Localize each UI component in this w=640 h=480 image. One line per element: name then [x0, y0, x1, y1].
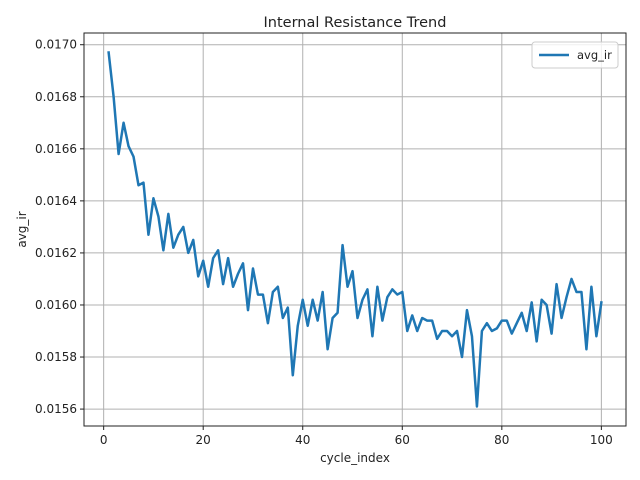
- series-layer: [107, 51, 603, 408]
- x-tick-label: 20: [196, 433, 211, 447]
- y-axis-title: avg_ir: [15, 211, 29, 247]
- x-axis: 0 20 40 60 80 100: [100, 426, 613, 447]
- y-tick-label: 0.0166: [35, 142, 77, 156]
- y-tick-label: 0.0156: [35, 402, 77, 416]
- x-tick-label: 40: [295, 433, 310, 447]
- plot-frame: [83, 32, 627, 427]
- legend: avg_ir: [531, 41, 619, 69]
- x-axis-title: cycle_index: [320, 451, 390, 465]
- chart-title: Internal Resistance Trend: [264, 15, 447, 31]
- y-tick-label: 0.0170: [35, 38, 77, 52]
- series-line-avg_ir: [107, 51, 603, 408]
- y-tick-label: 0.0162: [35, 246, 77, 260]
- legend-box: [531, 41, 619, 69]
- x-tick-label: 60: [395, 433, 410, 447]
- y-tick-label: 0.0164: [35, 194, 77, 208]
- x-tick-label: 100: [590, 433, 613, 447]
- y-axis: 0.0156 0.0158 0.0160 0.0162 0.0164 0.0166 0.01…: [35, 38, 84, 416]
- y-tick-label: 0.0168: [35, 90, 77, 104]
- y-tick-label: 0.0158: [35, 350, 77, 364]
- y-tick-label: 0.0160: [35, 298, 77, 312]
- legend-label: avg_ir: [577, 48, 612, 62]
- x-tick-label: 80: [494, 433, 509, 447]
- x-tick-label: 0: [100, 433, 108, 447]
